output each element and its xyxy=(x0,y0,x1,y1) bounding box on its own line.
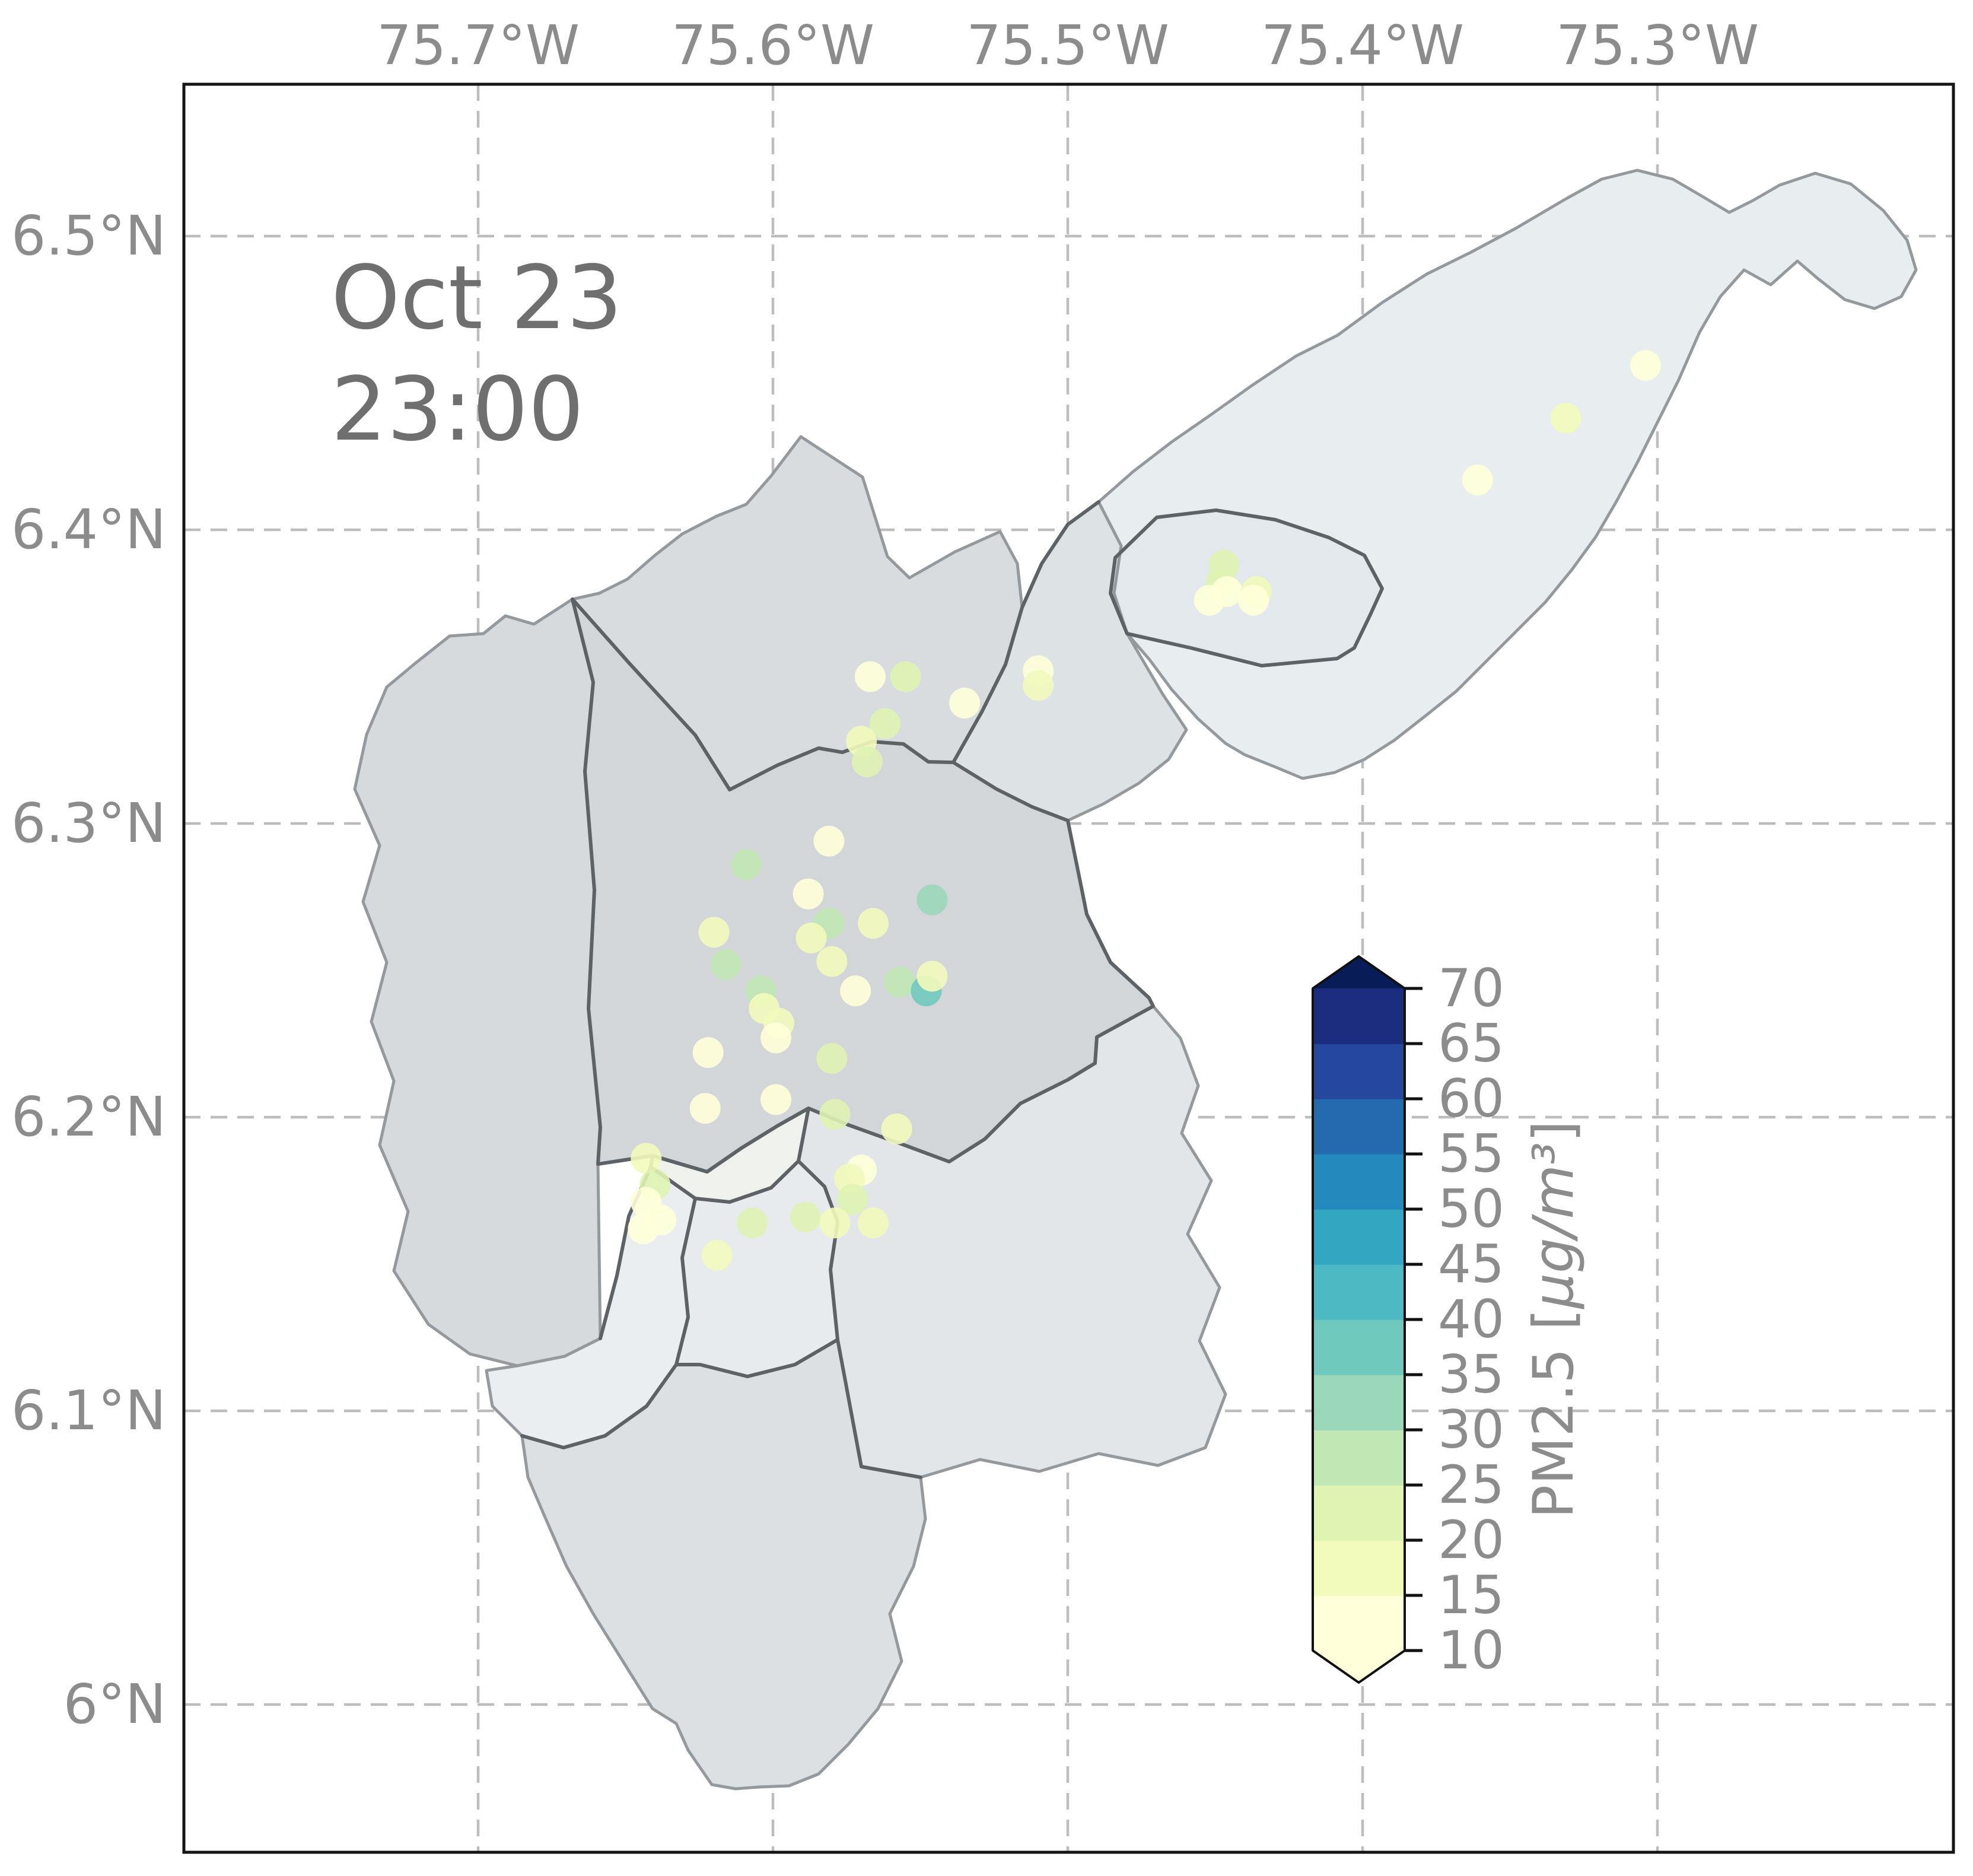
station-dot xyxy=(1630,349,1662,381)
station-dot xyxy=(819,1099,851,1130)
colorbar-tick-label: 15 xyxy=(1438,1565,1504,1626)
station-dot xyxy=(692,1037,724,1069)
station-dot xyxy=(795,923,827,953)
colorbar-tick-label: 40 xyxy=(1438,1289,1504,1350)
colorbar-segment xyxy=(1313,988,1405,1044)
border-line xyxy=(1109,508,1384,667)
station-dot xyxy=(852,746,883,778)
colorbar-segment xyxy=(1313,1154,1405,1210)
colorbar-tick-label: 70 xyxy=(1438,958,1504,1019)
colorbar-tick-label: 55 xyxy=(1438,1123,1504,1184)
station-dot xyxy=(884,966,915,998)
station-dot xyxy=(917,884,948,915)
station-dot xyxy=(869,708,900,739)
border-line xyxy=(952,500,1100,764)
station-dot xyxy=(816,946,848,977)
colorbar-tick-label: 30 xyxy=(1438,1399,1504,1460)
colorbar-segment xyxy=(1313,1209,1405,1265)
border-line xyxy=(571,597,602,1166)
colorbar-tick-label: 65 xyxy=(1438,1013,1504,1074)
colorbar-tick-label: 35 xyxy=(1438,1344,1504,1405)
station-dot xyxy=(840,975,871,1007)
station-dot xyxy=(1462,464,1493,495)
station-dot xyxy=(813,825,845,857)
plot-border xyxy=(182,82,1955,1854)
border-line xyxy=(674,1197,697,1366)
station-dot xyxy=(949,688,981,718)
pm25-stations xyxy=(628,349,1662,1271)
colorbar-tick-label: 20 xyxy=(1438,1509,1504,1570)
station-dot xyxy=(816,1043,848,1074)
station-dot xyxy=(1550,402,1581,434)
station-dot xyxy=(731,849,762,880)
station-dot xyxy=(1238,584,1269,616)
station-dot xyxy=(793,878,824,910)
station-dot xyxy=(760,1022,791,1054)
colorbar-tick-label: 10 xyxy=(1438,1620,1504,1681)
colorbar-tick-label: 60 xyxy=(1438,1068,1504,1129)
border-line xyxy=(520,1338,922,1479)
colorbar-tick-label: 25 xyxy=(1438,1454,1504,1515)
station-dot xyxy=(819,1207,851,1239)
station-dot xyxy=(628,1213,659,1245)
x-tick-label: 75.6°W xyxy=(672,14,874,77)
colorbar-segment xyxy=(1313,1319,1405,1375)
station-dot xyxy=(858,1207,889,1239)
colorbar-segment xyxy=(1313,1595,1405,1651)
y-tick-label: 6.3°N xyxy=(11,791,166,855)
y-tick-label: 6.5°N xyxy=(11,204,166,268)
colorbar-over-arrow xyxy=(1313,956,1405,988)
colorbar-under-arrow xyxy=(1313,1651,1405,1683)
timestamp-time: 23:00 xyxy=(331,358,584,460)
colorbar-tick-label: 45 xyxy=(1438,1233,1504,1295)
station-dot xyxy=(631,1143,662,1174)
border-line xyxy=(1066,819,1155,1065)
colorbar-segment xyxy=(1313,1044,1405,1099)
colorbar-segment xyxy=(1313,1099,1405,1155)
colorbar-tick-label: 50 xyxy=(1438,1178,1504,1239)
border-line xyxy=(952,761,1070,822)
timestamp-date: Oct 23 xyxy=(331,247,623,349)
colorbar-segment xyxy=(1313,1540,1405,1596)
colorbar-segment xyxy=(1313,1430,1405,1486)
x-tick-label: 75.5°W xyxy=(966,14,1169,77)
colorbar xyxy=(1312,955,1423,1684)
station-dot xyxy=(1194,584,1225,616)
station-dot xyxy=(710,949,742,980)
station-dot xyxy=(890,661,921,692)
y-tick-label: 6.2°N xyxy=(11,1085,166,1149)
colorbar-segment xyxy=(1313,1375,1405,1430)
timestamp: Oct 23 23:00 xyxy=(331,242,622,465)
x-tick-label: 75.3°W xyxy=(1556,14,1759,77)
y-tick-label: 6.1°N xyxy=(11,1379,166,1442)
y-tick-label: 6°N xyxy=(63,1672,166,1736)
station-dot xyxy=(858,908,889,939)
station-dot xyxy=(701,1239,733,1271)
border-line xyxy=(571,597,955,791)
municipality-borders xyxy=(520,500,1384,1479)
station-dot xyxy=(737,1207,768,1239)
colorbar-segment xyxy=(1313,1264,1405,1320)
station-dot xyxy=(698,917,730,948)
station-dot xyxy=(855,661,886,692)
station-dot xyxy=(760,1084,791,1115)
station-dot xyxy=(881,1113,912,1144)
station-dot xyxy=(1023,670,1054,701)
station-dot xyxy=(689,1093,721,1124)
station-dot xyxy=(917,961,948,992)
station-dot xyxy=(837,1184,868,1215)
station-dot xyxy=(790,1201,821,1233)
border-line xyxy=(649,1106,810,1204)
colorbar-segment xyxy=(1313,1485,1405,1541)
y-tick-label: 6.4°N xyxy=(11,498,166,561)
x-tick-label: 75.4°W xyxy=(1261,14,1464,77)
x-tick-label: 75.7°W xyxy=(377,14,580,77)
